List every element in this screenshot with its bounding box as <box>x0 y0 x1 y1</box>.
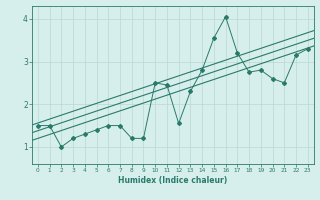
X-axis label: Humidex (Indice chaleur): Humidex (Indice chaleur) <box>118 176 228 185</box>
